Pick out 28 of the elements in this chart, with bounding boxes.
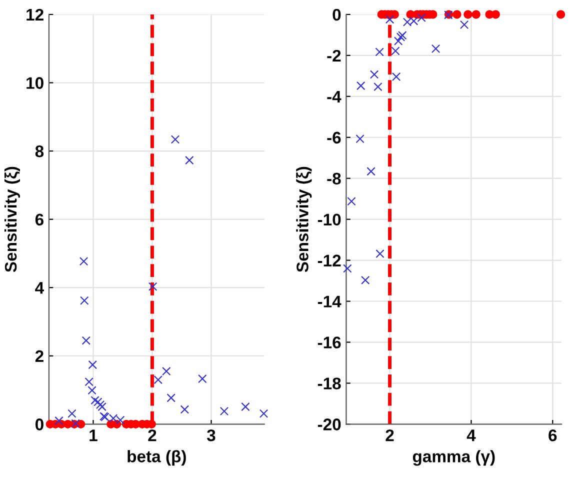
x-tick-label: 2 [148,429,156,442]
x-tick-label: 2 [386,429,394,442]
y-tick-label: -4 [327,90,342,102]
y-tick-label: -6 [327,132,341,144]
y-tick-label: -20 [318,418,341,430]
y-tick-label: 4 [35,282,44,294]
y-tick-label: -18 [318,378,341,390]
x-tick-label: 4 [466,430,476,442]
x-axis-title: gamma (γ) [412,450,495,466]
y-axis-title: Sensitivity (ξ) [296,166,312,272]
y-tick-label: -14 [318,296,342,308]
x-axis-title: beta (β) [128,450,186,466]
x-tick-label: 6 [548,429,557,442]
y-tick-label: 8 [35,145,44,158]
y-tick-label: 0 [332,8,341,21]
y-tick-label: 12 [26,8,44,20]
y-tick-label: 6 [35,214,44,226]
y-axis-title: Sensitivity (ξ) [4,166,20,272]
y-tick-label: 10 [26,77,44,89]
y-tick-label: -12 [318,254,341,266]
x-tick-label: 1 [90,430,98,442]
y-tick-label: -2 [327,50,341,62]
y-tick-label: 0 [35,418,44,430]
y-tick-label: 2 [35,350,44,362]
y-tick-label: -10 [318,214,341,226]
y-tick-label: -8 [327,172,341,185]
x-tick-label: 3 [206,429,216,442]
y-tick-label: -16 [318,336,341,348]
